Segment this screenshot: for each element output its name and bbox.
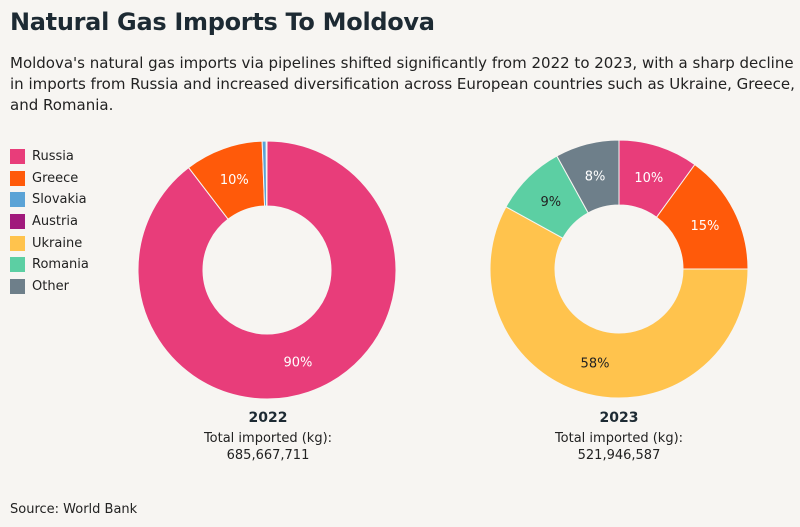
legend-label-russia: Russia [32, 149, 74, 165]
slice-2023-ukraine [489, 206, 749, 399]
legend: Russia Greece Slovakia Austria Ukraine Romani… [10, 146, 89, 297]
legend-item-romania: Romania [10, 254, 89, 276]
legend-item-russia: Russia [10, 146, 89, 168]
legend-swatch-slovakia [10, 192, 25, 208]
caption-2022: 2022 Total imported (kg): 685,667,711 [148, 410, 388, 464]
total-value-2022: 685,667,711 [226, 448, 310, 463]
legend-item-greece: Greece [10, 168, 89, 190]
total-value-2023: 521,946,587 [577, 448, 661, 463]
slice-label-2022-greece: 10% [220, 173, 249, 188]
legend-swatch-ukraine [10, 235, 25, 251]
legend-item-other: Other [10, 276, 89, 298]
total-label-2022: Total imported (kg): [203, 431, 333, 446]
legend-label-slovakia: Slovakia [32, 192, 87, 208]
slice-label-2023-other: 8% [585, 170, 606, 185]
slice-2022-russia [137, 140, 397, 400]
caption-2023: 2023 Total imported (kg): 521,946,587 [499, 410, 739, 464]
slice-2023-other [556, 139, 620, 214]
slice-label-2023-ukraine: 58% [581, 356, 610, 371]
legend-swatch-austria [10, 214, 25, 230]
legend-swatch-greece [10, 170, 25, 186]
year-label-2023: 2023 [599, 410, 639, 426]
legend-label-ukraine: Ukraine [32, 235, 83, 251]
slice-label-2023-russia: 10% [634, 171, 663, 186]
chart-subtitle: Moldova's natural gas imports via pipeli… [10, 54, 795, 114]
slice-label-2022-russia: 90% [284, 355, 313, 370]
legend-label-other: Other [32, 278, 69, 294]
legend-label-romania: Romania [32, 257, 89, 273]
source-note: Source: World Bank [10, 502, 138, 517]
slice-label-2023-romania: 9% [540, 195, 561, 210]
legend-item-austria: Austria [10, 211, 89, 233]
legend-label-austria: Austria [32, 214, 78, 230]
legend-swatch-russia [10, 149, 25, 165]
slice-label-2023-greece: 15% [691, 219, 720, 234]
year-label-2022: 2022 [248, 410, 288, 426]
legend-swatch-romania [10, 257, 25, 273]
legend-item-ukraine: Ukraine [10, 232, 89, 254]
legend-swatch-other [10, 278, 25, 294]
chart-title: Natural Gas Imports To Moldova [10, 8, 435, 36]
legend-item-slovakia: Slovakia [10, 189, 89, 211]
legend-label-greece: Greece [32, 170, 79, 186]
slice-2022-austria [265, 140, 268, 207]
total-label-2023: Total imported (kg): [554, 431, 684, 446]
